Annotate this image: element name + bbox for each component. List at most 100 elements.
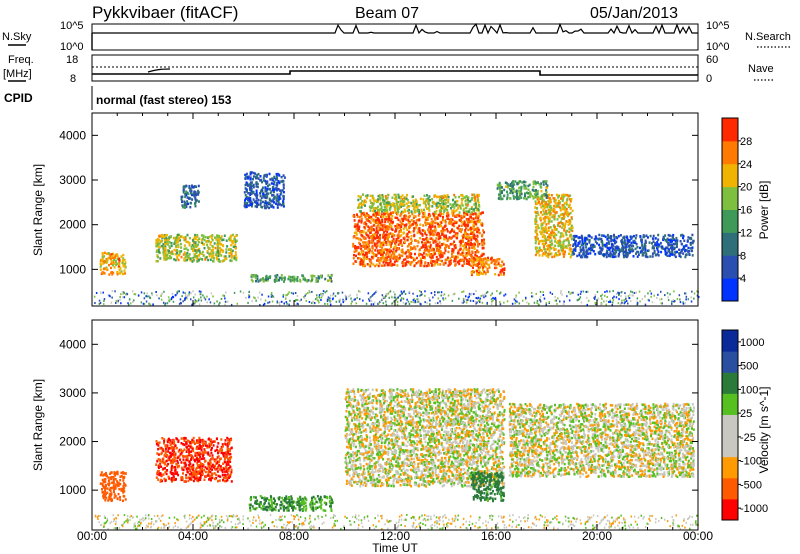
echo-cell [184,206,186,209]
echo-cell [406,298,408,301]
freq-label-bottom: [MHz] [3,68,32,80]
echo-cell [447,217,450,220]
echo-cell [625,300,628,302]
echo-cell [161,292,164,295]
echo-cell [661,245,664,249]
echo-cell [230,253,233,256]
echo-cell [653,247,655,250]
echo-cell [409,263,412,266]
echo-cell [160,298,163,301]
echo-cell [459,248,462,251]
echo-cell [586,238,589,241]
echo-cell [163,290,165,293]
echo-cell [201,250,204,254]
echo-cell [255,199,258,203]
echo-cell [176,291,178,294]
echo-cell [167,243,170,246]
echo-cell [690,237,693,241]
echo-cell [463,262,466,265]
echo-cell [180,195,183,199]
echo-cell [486,267,489,271]
echo-cell [406,198,409,202]
echo-cell [376,236,379,240]
echo-cell [271,204,274,207]
echo-cell [425,218,428,221]
echo-cell [516,197,519,201]
echo-cell [223,234,226,237]
echo-cell [354,298,356,301]
echo-cell [465,252,468,256]
echo-cell [320,276,323,279]
echo-cell [182,206,185,209]
echo-cell [591,248,594,252]
echo-cell [607,240,610,243]
echo-cell [193,245,195,248]
echo-cell [476,249,479,252]
echo-cell [468,295,470,298]
echo-cell [642,252,645,255]
echo-cell [556,240,559,243]
echo-cell [249,176,252,179]
echo-cell [668,238,670,242]
echo-cell [278,276,281,280]
echo-cell [552,197,555,200]
echo-cell [402,297,405,300]
echo-cell [314,298,317,301]
echo-cell [364,242,367,245]
echo-cell [411,223,414,226]
echo-cell [532,185,535,189]
echo-cell [401,197,404,201]
echo-cell [649,290,651,293]
echo-cell [101,253,104,256]
echo-cell [112,258,115,261]
echo-cell [182,300,184,303]
echo-cell [157,248,160,251]
echo-cell [477,296,480,299]
echo-cell [368,251,371,254]
echo-cell [482,229,485,232]
echo-cell [365,224,368,227]
echo-cell [360,238,363,242]
echo-cell [426,217,429,220]
echo-cell [410,224,413,227]
echo-cell [196,235,199,239]
echo-cell [519,180,522,183]
echo-cell [122,272,124,276]
echo-cell [459,204,462,207]
echo-cell [251,201,254,205]
echo-cell [623,302,626,305]
echo-cell [564,222,567,226]
echo-cell [497,262,500,266]
echo-cell [117,299,119,302]
echo-cell [432,296,434,299]
echo-cell [482,266,485,269]
echo-cell [499,190,502,193]
echo-cell [680,234,682,237]
echo-cell [418,211,421,214]
echo-cell [665,240,668,243]
echo-cell [229,259,232,262]
echo-cell [295,299,297,301]
echo-cell [600,234,603,237]
echo-cell [265,196,268,200]
echo-cell [480,241,483,244]
echo-cell [412,300,414,303]
echo-cell [407,216,410,219]
echo-cell [435,259,438,263]
echo-cell [364,245,367,248]
nsearch-tick-low: 10^0 [706,41,730,53]
echo-cell [456,232,459,235]
echo-cell [120,255,123,258]
echo-cell [538,254,541,257]
echo-cell [468,236,471,239]
echo-cell [403,224,406,227]
echo-cell [628,240,630,244]
echo-cell [109,255,112,259]
echo-cell [458,262,461,266]
echo-cell [435,243,438,247]
echo-cell [464,232,467,236]
echo-cell [525,197,528,201]
echo-cell [373,301,376,304]
echo-cell [206,251,209,254]
echo-cell [442,205,445,208]
